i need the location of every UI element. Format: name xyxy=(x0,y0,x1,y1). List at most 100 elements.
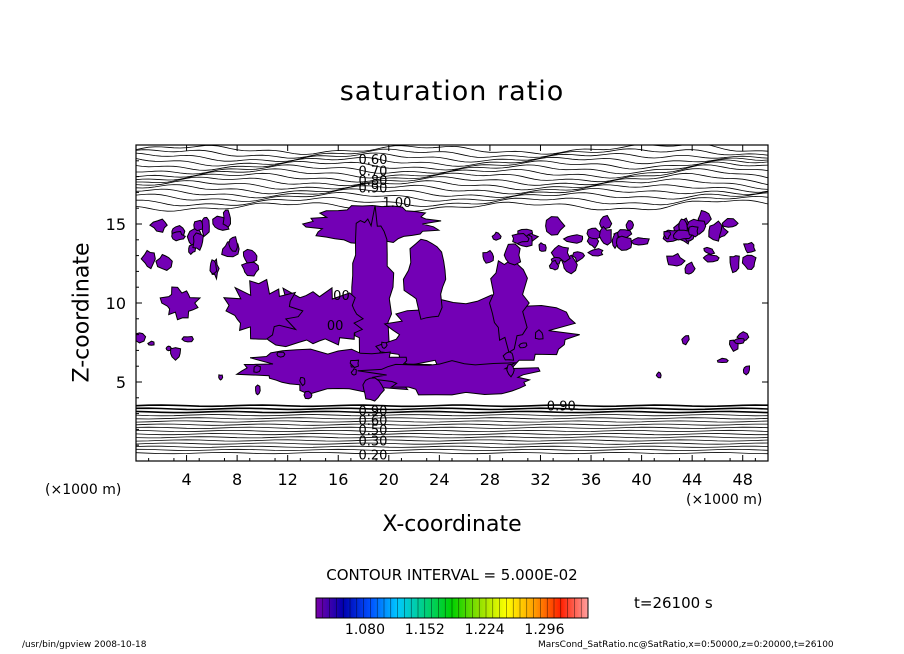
y-tick-label: 15 xyxy=(106,215,126,234)
y-unit-right: (×1000 m) xyxy=(686,492,763,508)
footer-left: /usr/bin/gpview 2008-10-18 xyxy=(22,640,147,650)
contour-line xyxy=(136,188,768,199)
contour-line xyxy=(136,148,768,159)
supersaturation-region xyxy=(276,351,286,358)
supersaturation-region xyxy=(625,220,635,231)
footer-right: MarsCond_SatRatio.nc@SatRatio,x=0:50000,… xyxy=(538,640,834,650)
supersaturation-region xyxy=(571,251,586,263)
supersaturation-region xyxy=(303,390,313,400)
x-tick-label: 40 xyxy=(631,470,651,489)
x-tick-label: 16 xyxy=(328,470,348,489)
contour-line xyxy=(136,452,768,455)
supersaturation-region xyxy=(681,335,690,346)
supersaturation-region xyxy=(534,329,544,340)
contour-line xyxy=(136,433,768,436)
contour-line xyxy=(136,178,768,191)
supersaturation-region xyxy=(550,244,571,263)
chart-title: saturation ratio xyxy=(339,76,565,107)
x-tick-label: 4 xyxy=(181,470,191,489)
supersaturation-region xyxy=(666,252,686,267)
supersaturation-region xyxy=(630,237,650,246)
contour-line xyxy=(136,417,768,420)
supersaturation-region xyxy=(375,294,580,375)
supersaturation-region xyxy=(159,286,202,321)
contour-label: 0.90 xyxy=(358,182,387,197)
supersaturation-region xyxy=(545,216,566,236)
supersaturation-region xyxy=(349,359,360,369)
supersaturation-region xyxy=(482,249,495,264)
supersaturation-region xyxy=(240,261,260,277)
colorbar-label: 1.296 xyxy=(524,622,564,638)
supersaturation-region xyxy=(538,242,547,252)
contour-line xyxy=(136,407,768,411)
x-unit-left: (×1000 m) xyxy=(45,482,122,498)
supersaturation-region xyxy=(503,243,522,266)
supersaturation-region xyxy=(222,209,232,229)
supersaturation-region xyxy=(598,225,612,246)
y-tick-label: 10 xyxy=(106,294,126,313)
supersaturation-region xyxy=(362,377,385,402)
supersaturation-region xyxy=(506,363,515,378)
contour-line xyxy=(136,439,768,442)
supersaturation-region xyxy=(136,332,147,344)
contour-line xyxy=(136,426,768,429)
supersaturation-region xyxy=(716,357,729,364)
supersaturation-region xyxy=(741,254,757,271)
supersaturation-region xyxy=(663,230,672,240)
supersaturation-region xyxy=(587,248,604,257)
y-tick-label: 5 xyxy=(116,373,126,392)
contour-line xyxy=(136,410,768,414)
contour-line xyxy=(136,436,768,439)
supersaturation-region xyxy=(165,345,172,352)
supersaturation-region xyxy=(672,229,693,241)
x-axis-label: X-coordinate xyxy=(382,512,522,537)
x-tick-label: 36 xyxy=(581,470,601,489)
supersaturation-region xyxy=(502,351,515,361)
colorbar-frame xyxy=(315,597,589,619)
x-tick-label: 44 xyxy=(682,470,702,489)
supersaturation-region xyxy=(688,225,699,238)
supersaturation-region xyxy=(742,365,751,376)
contour-line xyxy=(136,445,768,448)
x-tick-label: 20 xyxy=(379,470,399,489)
contour-line xyxy=(136,152,768,163)
contour-line xyxy=(136,164,768,179)
supersaturation-region xyxy=(193,219,205,232)
supersaturation-region xyxy=(732,337,745,345)
supersaturation-region xyxy=(562,234,584,244)
colorbar-label: 1.080 xyxy=(345,622,385,638)
supersaturation-region xyxy=(181,335,194,343)
contour-label: 0.90 xyxy=(358,404,387,419)
colorbar-label: 1.224 xyxy=(465,622,505,638)
contour-label: 0.60 xyxy=(358,414,387,429)
supersaturation-region xyxy=(655,371,662,379)
contour-line xyxy=(136,442,768,445)
supersaturation-region xyxy=(518,342,528,349)
contour-label: 0.20 xyxy=(358,449,387,464)
contour-line xyxy=(136,195,768,207)
supersaturation-region xyxy=(357,360,541,396)
supersaturation-region xyxy=(729,255,740,274)
y-axis-label: Z-coordinate xyxy=(69,242,95,383)
contour-line xyxy=(136,199,768,212)
supersaturation-region xyxy=(599,214,613,230)
contour-line xyxy=(136,420,768,423)
supersaturation-region xyxy=(350,368,357,376)
supersaturation-region xyxy=(171,230,187,242)
x-tick-label: 8 xyxy=(232,470,242,489)
contour-line xyxy=(136,448,768,452)
time-label: t=26100 s xyxy=(634,594,713,612)
supersaturation-region xyxy=(703,246,716,255)
contour-line xyxy=(136,168,768,183)
supersaturation-region xyxy=(222,278,304,340)
supersaturation-region xyxy=(140,249,156,270)
supersaturation-region xyxy=(218,374,224,381)
supersaturation-region xyxy=(192,232,204,251)
supersaturation-region xyxy=(548,259,560,271)
supersaturation-region xyxy=(228,236,238,252)
supersaturation-region xyxy=(742,241,756,254)
supersaturation-region xyxy=(488,258,530,354)
contour-line xyxy=(136,414,768,417)
supersaturation-region xyxy=(170,347,182,361)
contour-line xyxy=(136,192,768,202)
